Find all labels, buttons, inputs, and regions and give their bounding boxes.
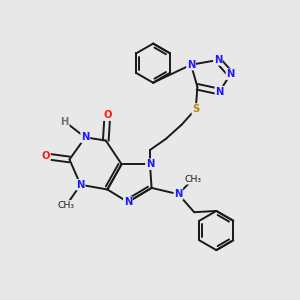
Text: O: O	[41, 151, 50, 161]
Text: N: N	[81, 132, 89, 142]
Text: N: N	[187, 60, 195, 70]
Text: N: N	[124, 197, 132, 207]
Text: N: N	[215, 87, 224, 97]
Text: N: N	[214, 55, 222, 65]
Text: S: S	[192, 104, 200, 114]
Text: H: H	[61, 117, 69, 127]
Text: CH₃: CH₃	[58, 201, 75, 210]
Text: CH₃: CH₃	[184, 175, 201, 184]
Text: O: O	[103, 110, 112, 120]
Text: N: N	[146, 159, 154, 169]
Text: N: N	[174, 189, 183, 199]
Text: N: N	[226, 69, 235, 79]
Text: N: N	[76, 180, 85, 190]
